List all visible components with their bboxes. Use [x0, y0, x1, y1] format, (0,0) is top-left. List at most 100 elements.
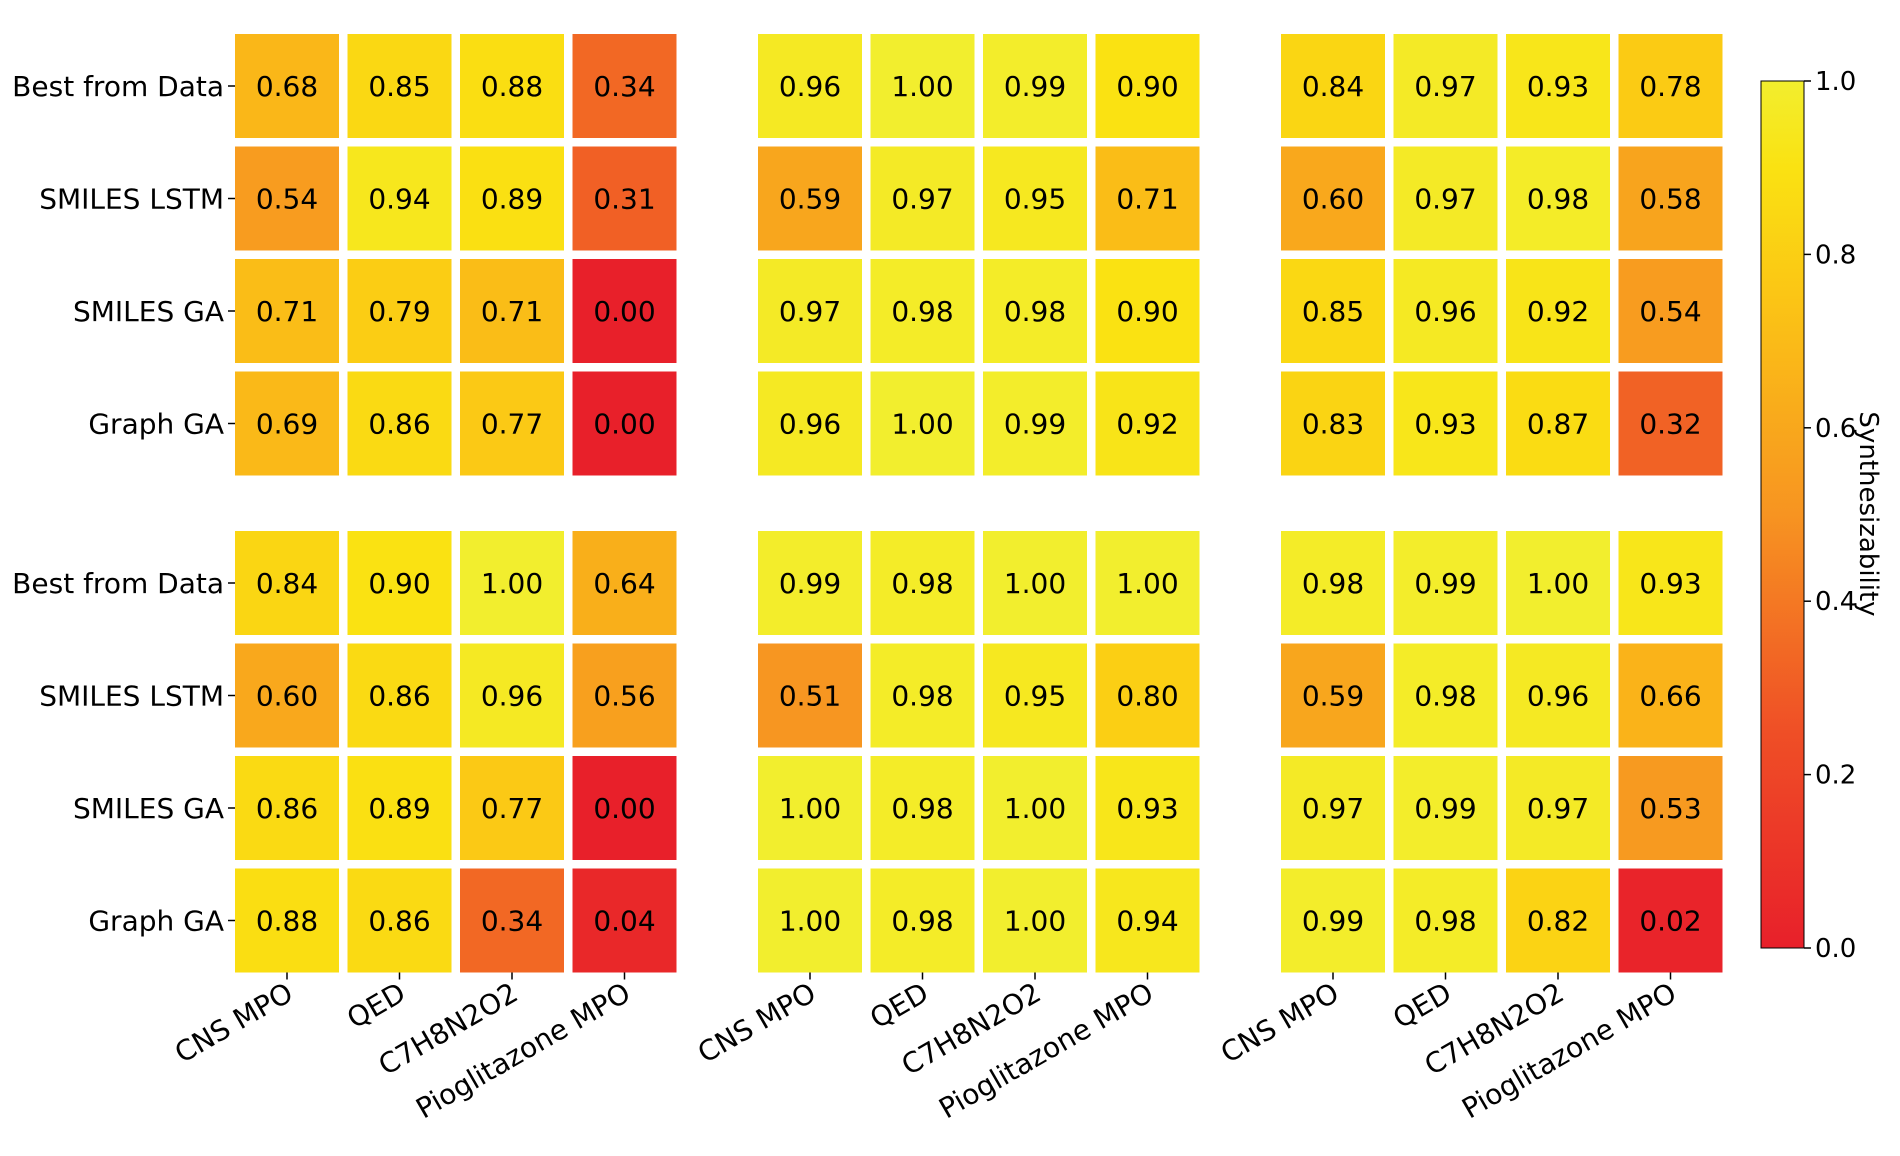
cell-value-label: 0.56 [593, 680, 655, 713]
heatmap-cell [870, 643, 975, 748]
colorbar-tick-label: 0.0 [1815, 934, 1856, 964]
cell-value-label: 0.97 [1414, 70, 1476, 103]
heatmap-cell [460, 146, 564, 251]
heatmap-cell [758, 34, 862, 138]
heatmap-cell [347, 868, 452, 973]
heatmap-cell [983, 259, 1087, 363]
heatmap-cell [460, 34, 564, 138]
heatmap-cell [1281, 371, 1385, 476]
row-label: SMILES GA [73, 792, 224, 825]
heatmap-cell [1281, 146, 1385, 251]
heatmap-cell [347, 371, 452, 476]
heatmap-cell [1506, 756, 1610, 860]
cell-value-label: 0.94 [1116, 905, 1178, 938]
column-label: Pioglitazone MPO [410, 976, 636, 1125]
heatmap-cell [870, 868, 975, 973]
cell-value-label: 0.71 [481, 295, 543, 328]
heatmap-cell [1095, 756, 1200, 860]
row-label: Graph GA [88, 905, 224, 938]
cell-value-label: 0.68 [256, 70, 318, 103]
heatmap-cell [572, 371, 677, 476]
heatmap-cell [460, 756, 564, 860]
cell-value-label: 0.00 [593, 792, 655, 825]
row-label: Best from Data [12, 70, 224, 103]
heatmap-cell [1506, 643, 1610, 748]
heatmap-cell [870, 146, 975, 251]
cell-value-label: 0.02 [1639, 905, 1701, 938]
heatmap-cell [347, 531, 452, 635]
heatmap-cell [1393, 756, 1498, 860]
row-label: SMILES GA [73, 295, 224, 328]
heatmap-cell [870, 371, 975, 476]
cell-value-label: 1.00 [891, 408, 953, 441]
cell-value-label: 0.99 [1414, 567, 1476, 600]
heatmap-cell [1618, 146, 1723, 251]
cell-value-label: 0.60 [1302, 183, 1364, 216]
cell-value-label: 0.51 [779, 680, 841, 713]
cell-value-label: 0.66 [1639, 680, 1701, 713]
cell-value-label: 0.98 [1302, 567, 1364, 600]
cell-value-label: 0.97 [891, 183, 953, 216]
cell-value-label: 0.87 [1527, 408, 1589, 441]
heatmap-cell [347, 146, 452, 251]
heatmap-cell [983, 371, 1087, 476]
cell-value-label: 1.00 [481, 567, 543, 600]
cell-value-label: 0.78 [1639, 70, 1701, 103]
heatmap-cell [1393, 643, 1498, 748]
heatmap-cell [983, 868, 1087, 973]
heatmap-cell [572, 259, 677, 363]
cell-value-label: 0.98 [1414, 680, 1476, 713]
heatmap-cells: 0.68 0.85 0.88 0.34 0.54 0.94 0.89 0.31 0.71 0.79… [235, 34, 1723, 973]
cell-value-label: 0.90 [368, 567, 430, 600]
cell-value-label: 0.98 [891, 295, 953, 328]
cell-value-label: 0.88 [256, 905, 318, 938]
cell-value-label: 0.97 [779, 295, 841, 328]
cell-value-label: 0.77 [481, 408, 543, 441]
cell-value-label: 0.98 [1414, 905, 1476, 938]
heatmap-cell [1393, 34, 1498, 138]
heatmap-cell [460, 531, 564, 635]
heatmap-cell [1618, 34, 1723, 138]
cell-value-label: 0.58 [1639, 183, 1701, 216]
cell-value-label: 0.96 [481, 680, 543, 713]
heatmap-cell [1506, 259, 1610, 363]
cell-value-label: 0.96 [1414, 295, 1476, 328]
cell-value-label: 0.92 [1527, 295, 1589, 328]
cell-value-label: 0.95 [1004, 183, 1066, 216]
cell-value-label: 0.97 [1527, 792, 1589, 825]
heatmap-cell [572, 643, 677, 748]
heatmap-cell [1281, 259, 1385, 363]
cell-value-label: 0.93 [1414, 408, 1476, 441]
cell-value-label: 0.77 [481, 792, 543, 825]
cell-value-label: 0.97 [1302, 792, 1364, 825]
cell-value-label: 0.99 [1004, 408, 1066, 441]
cell-value-label: 1.00 [779, 792, 841, 825]
row-label: Graph GA [88, 408, 224, 441]
cell-value-label: 0.93 [1639, 567, 1701, 600]
heatmap-cell [758, 371, 862, 476]
heatmap-cell [1393, 146, 1498, 251]
heatmap-cell [460, 371, 564, 476]
heatmap-cell [1281, 868, 1385, 973]
cell-value-label: 0.85 [368, 70, 430, 103]
heatmap-cell [347, 643, 452, 748]
cell-value-label: 0.99 [1302, 905, 1364, 938]
heatmap-cell [983, 643, 1087, 748]
heatmap-cell [235, 868, 339, 973]
cell-value-label: 0.84 [256, 567, 318, 600]
colorbar-tick-label: 0.8 [1815, 240, 1856, 270]
heatmap-cell [1281, 756, 1385, 860]
heatmap-cell [1095, 371, 1200, 476]
heatmap-cell [235, 259, 339, 363]
cell-value-label: 0.98 [1004, 295, 1066, 328]
cell-value-label: 0.00 [593, 408, 655, 441]
cell-value-label: 1.00 [1004, 792, 1066, 825]
cell-value-label: 0.71 [1116, 183, 1178, 216]
heatmap-cell [572, 868, 677, 973]
heatmap-cell [1506, 34, 1610, 138]
cell-value-label: 0.31 [593, 183, 655, 216]
column-label: Pioglitazone MPO [933, 976, 1159, 1125]
cell-value-label: 0.99 [1004, 70, 1066, 103]
heatmap-cell [870, 259, 975, 363]
